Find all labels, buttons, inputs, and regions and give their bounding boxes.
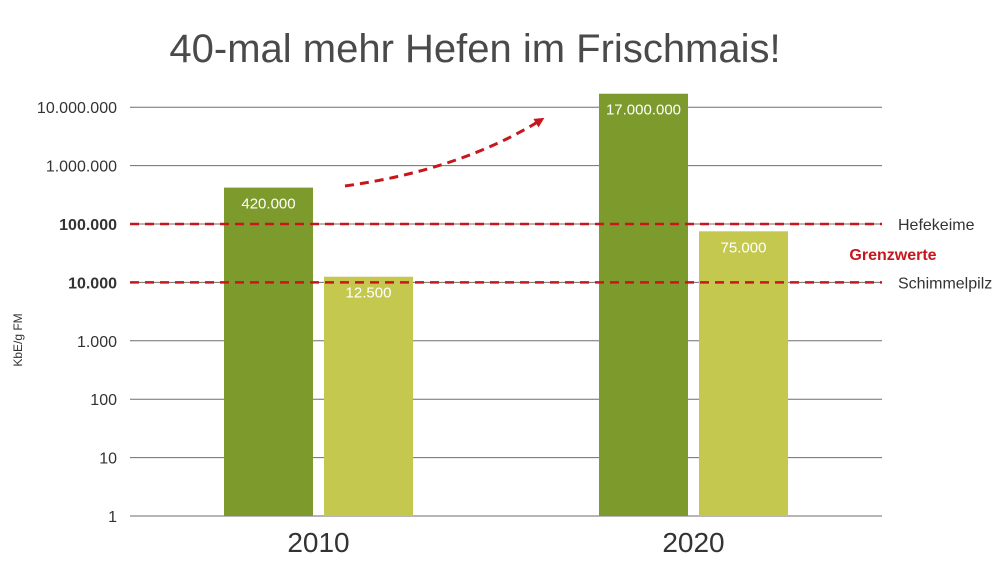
y-tick-label: 10.000.000 (37, 100, 117, 117)
bar-value-label: 12.500 (346, 285, 392, 302)
x-category-label: 2020 (662, 527, 724, 558)
bar (699, 231, 788, 516)
y-tick-label: 100.000 (59, 217, 117, 234)
y-tick-label: 10.000 (68, 275, 117, 292)
y-axis-ticks: 1 10 100 1.000 10.000 100.000 1.000.000 10.000.… (37, 100, 117, 526)
x-axis-categories: 2010 2020 (287, 527, 724, 558)
bars: 420.000 12.500 17.000.000 75.000 (224, 93, 788, 516)
chart-title: 40-mal mehr Hefen im Frischmais! (169, 27, 780, 71)
trend-arrow (344, 117, 545, 188)
bar-value-label: 17.000.000 (606, 102, 681, 119)
reference-group-label: Grenzwerte (849, 247, 936, 264)
bar (224, 187, 313, 516)
y-tick-label: 10 (99, 451, 117, 468)
y-tick-label: 1.000.000 (46, 159, 117, 176)
x-category-label: 2010 (287, 527, 349, 558)
bar (599, 93, 688, 516)
reference-line-label: Schimmelpilz (898, 275, 992, 292)
y-tick-label: 100 (90, 392, 117, 409)
reference-lines: Hefekeime Schimmelpilz (130, 217, 992, 292)
reference-line-label: Hefekeime (898, 217, 975, 234)
y-axis-label: KbE/g FM (11, 313, 25, 366)
bar-value-label: 420.000 (241, 196, 295, 213)
bar-value-label: 75.000 (721, 239, 767, 256)
y-tick-label: 1 (108, 509, 117, 526)
bar (324, 276, 413, 516)
y-tick-label: 1.000 (77, 334, 117, 351)
